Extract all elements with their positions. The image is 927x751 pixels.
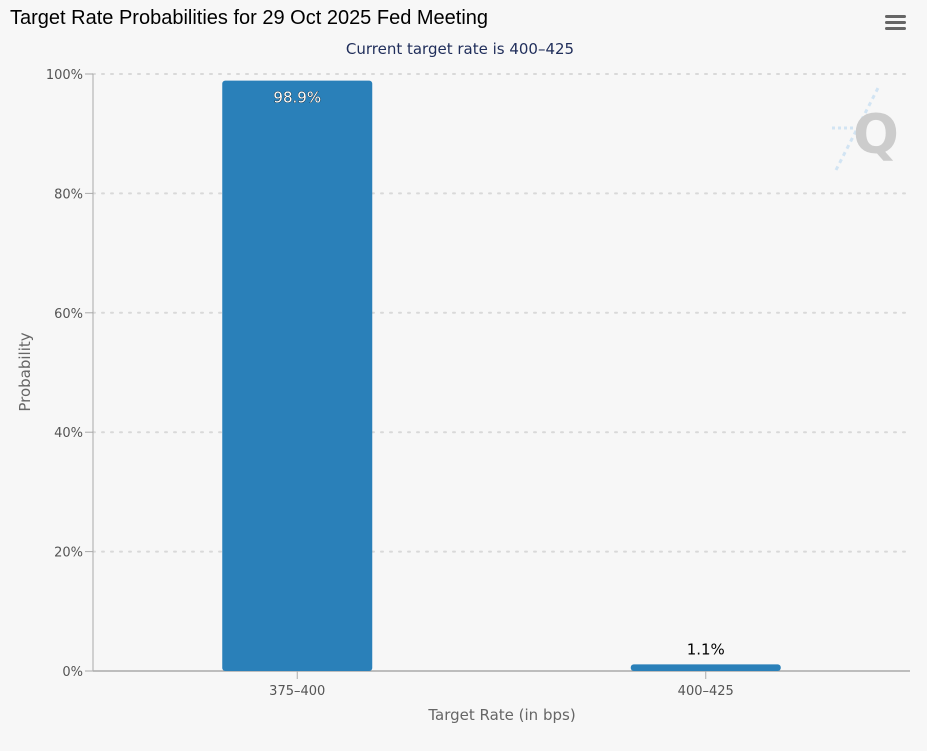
x-tick-label: 400–425 [678, 684, 734, 699]
q-logo-letter: Q [853, 103, 899, 166]
y-tick-label: 80% [54, 187, 83, 202]
bar-375–400[interactable] [222, 80, 373, 671]
hamburger-menu-icon[interactable] [883, 12, 907, 34]
data-label: 98.9% [273, 89, 321, 107]
y-tick-label: 60% [54, 307, 83, 322]
q-logo-icon: Q [832, 87, 899, 171]
data-label: 1.1% [687, 640, 725, 658]
chart-title: Target Rate Probabilities for 29 Oct 202… [10, 7, 489, 29]
y-axis-title: Probability [16, 332, 34, 411]
x-tick-label: 375–400 [269, 684, 325, 699]
chart-subtitle: Current target rate is 400–425 [345, 40, 575, 58]
x-axis-title: Target Rate (in bps) [427, 706, 575, 724]
y-tick-label: 0% [62, 665, 83, 680]
y-tick-label: 20% [54, 546, 83, 561]
y-tick-label: 40% [54, 426, 83, 441]
bar-400–425[interactable] [630, 664, 781, 671]
y-tick-label: 100% [46, 68, 83, 83]
